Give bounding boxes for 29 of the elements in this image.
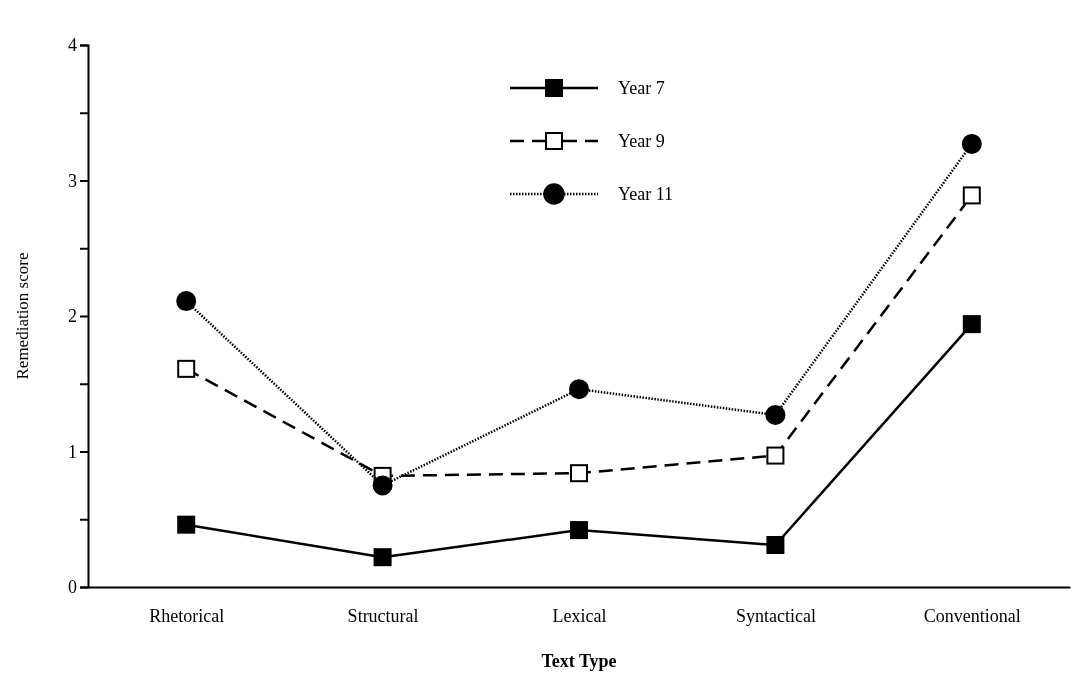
x-tick-label: Conventional xyxy=(923,605,1021,626)
point xyxy=(766,536,785,554)
y-axis-title: Remediation score xyxy=(13,252,32,380)
point xyxy=(176,291,197,312)
point xyxy=(372,475,393,496)
point xyxy=(961,133,982,154)
point xyxy=(962,186,981,205)
y-tick-label: 1 xyxy=(68,441,77,462)
point xyxy=(766,446,785,465)
x-tick-label: Syntactical xyxy=(735,605,816,626)
legend-label: Year 7 xyxy=(618,78,665,98)
legend-label: Year 11 xyxy=(618,184,674,204)
y-tick-label: 4 xyxy=(68,35,77,56)
point xyxy=(373,548,392,567)
y-tick-label: 0 xyxy=(68,577,77,598)
point xyxy=(569,379,589,400)
x-tick-label: Structural xyxy=(347,605,419,626)
point xyxy=(177,515,196,534)
legend-label: Year 9 xyxy=(618,131,665,151)
y-tick-label: 2 xyxy=(68,306,77,327)
x-tick-label: Rhetorical xyxy=(149,605,225,626)
point xyxy=(570,521,588,540)
point xyxy=(962,315,981,334)
point xyxy=(177,359,196,378)
x-axis-title: Text Type xyxy=(541,651,617,671)
y-tick-label: 3 xyxy=(68,170,77,191)
x-tick-label: Lexical xyxy=(552,605,607,626)
point xyxy=(765,404,786,425)
point xyxy=(570,464,588,483)
